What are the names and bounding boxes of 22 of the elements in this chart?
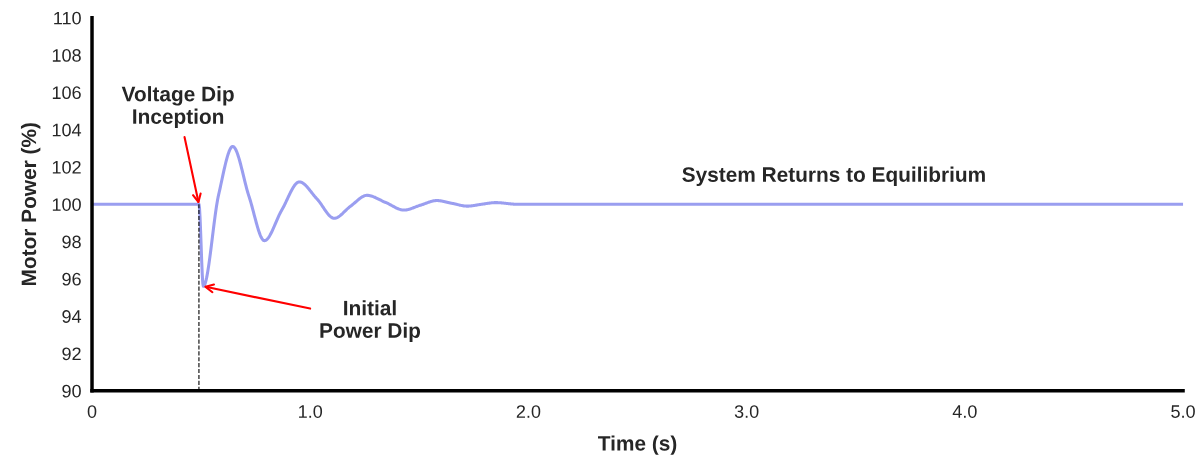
x-tick-label: 5.0 xyxy=(1171,405,1195,418)
y-tick-label: 102 xyxy=(52,160,81,174)
annotation: System Returns to Equilibrium xyxy=(682,166,985,187)
y-tick-label: 108 xyxy=(52,49,81,62)
y-tick-label: 90 xyxy=(62,384,81,398)
y-tick-label: 110 xyxy=(54,11,81,25)
x-axis-title: Time (s) xyxy=(598,435,677,455)
annotation: Initial Power Dip xyxy=(320,300,421,342)
y-tick-label: 100 xyxy=(52,198,81,211)
x-tick-label: 2.0 xyxy=(516,405,541,418)
y-tick-label: 98 xyxy=(62,235,81,249)
y-tick-label: 104 xyxy=(52,123,82,137)
y-axis-title: Motor Power (%) xyxy=(20,123,41,286)
x-tick-label: 1.0 xyxy=(299,405,323,418)
x-tick-label: 0 xyxy=(87,405,97,418)
y-tick-label: 92 xyxy=(62,347,81,361)
x-tick-label: 4.0 xyxy=(952,405,977,418)
x-tick-label: 3.0 xyxy=(734,405,759,418)
annotation: Voltage Dip Inception xyxy=(121,86,234,129)
y-tick-label: 94 xyxy=(62,310,82,323)
y-tick-label: 96 xyxy=(62,272,81,286)
y-tick-label: 106 xyxy=(52,86,81,100)
